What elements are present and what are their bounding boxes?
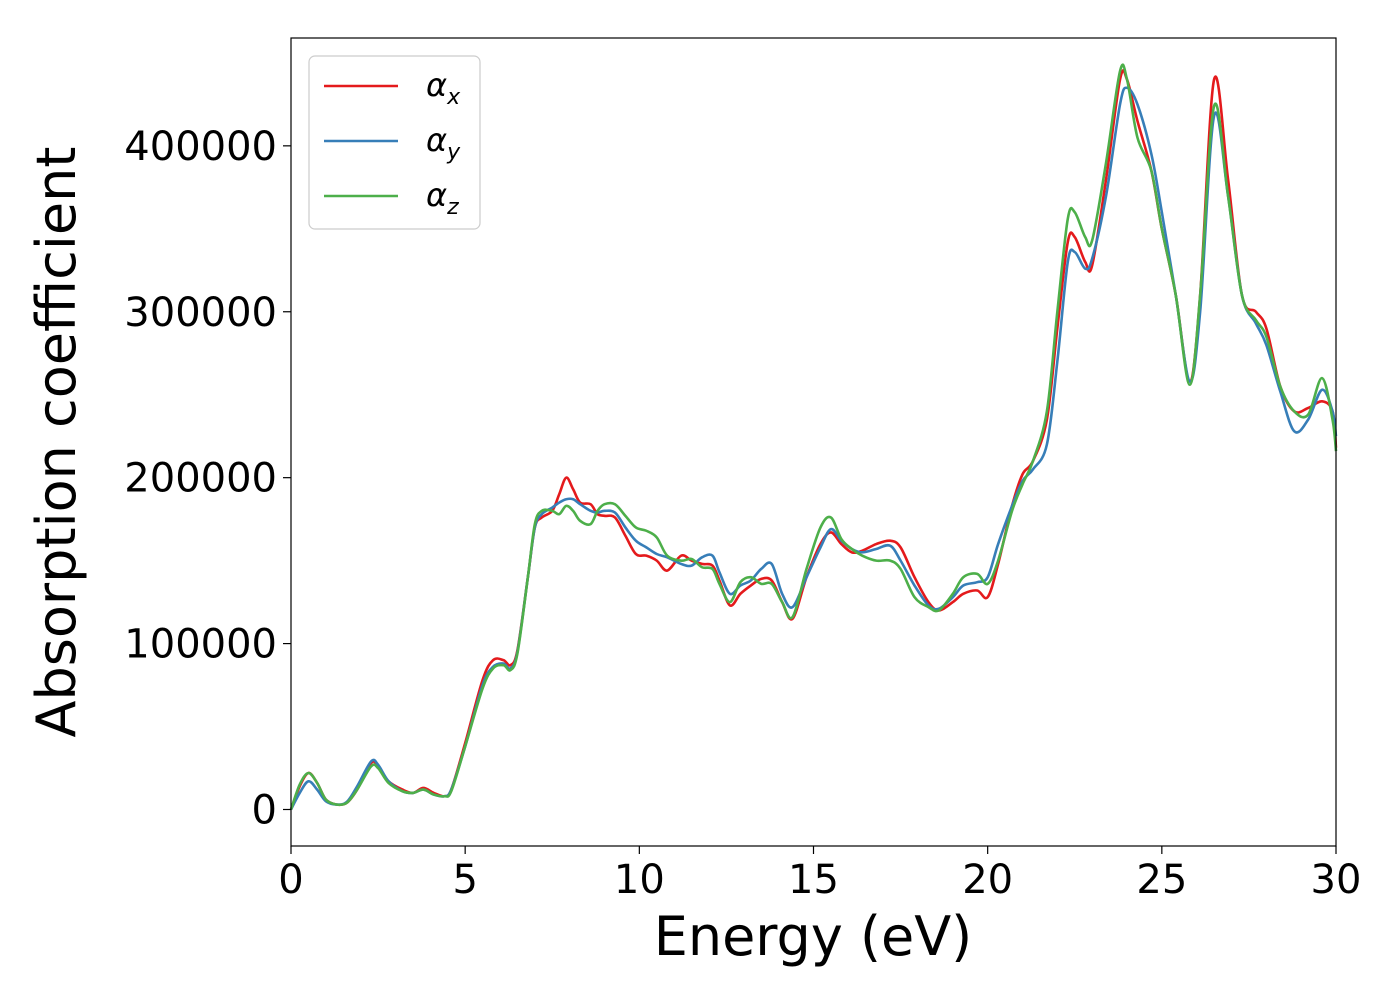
y-tick-label: 400000	[124, 124, 277, 170]
x-axis-title: Energy (eV)	[654, 905, 973, 968]
y-tick-label: 100000	[124, 622, 277, 668]
y-tick-label: 0	[252, 787, 277, 833]
x-axis-ticks: 0 5 10 15 20 25 30	[278, 846, 1361, 903]
x-tick-label: 30	[1311, 857, 1362, 903]
x-tick-label: 0	[278, 857, 303, 903]
y-axis-ticks: 0 100000 200000 300000 400000	[124, 124, 291, 833]
x-tick-label: 25	[1136, 857, 1187, 903]
x-tick-label: 5	[452, 857, 477, 903]
y-tick-label: 200000	[124, 456, 277, 502]
legend-box	[308, 55, 481, 230]
x-tick-label: 15	[788, 857, 839, 903]
x-tick-label: 10	[614, 857, 665, 903]
y-tick-label: 300000	[124, 290, 277, 336]
y-axis-title: Absorption coefficient	[25, 147, 88, 738]
series-line-z	[289, 63, 1338, 810]
series-layer	[289, 63, 1338, 811]
x-tick-label: 20	[962, 857, 1013, 903]
